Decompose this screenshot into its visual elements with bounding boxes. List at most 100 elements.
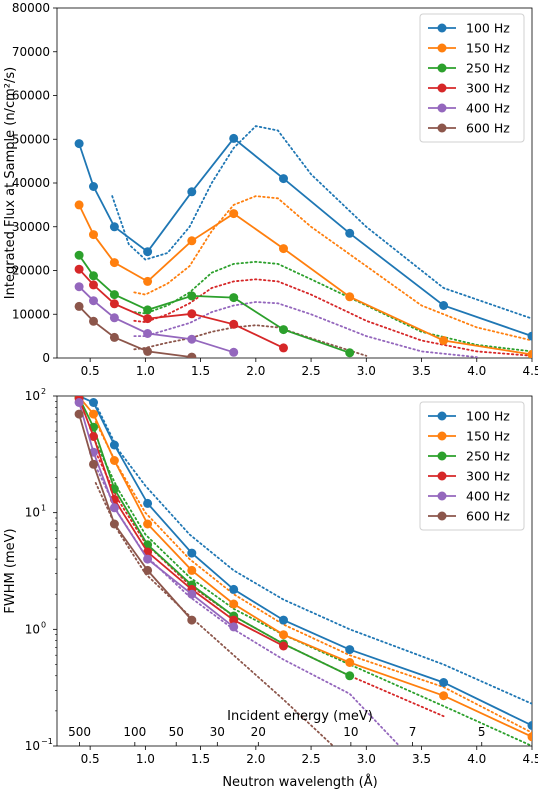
fwhm-x-tick-label: 0.5 [81,752,100,766]
flux-point-2-3 [143,305,153,315]
flux-point-1-7 [345,292,355,302]
fwhm-point-4-4 [187,589,197,599]
flux-point-5-2 [109,332,119,342]
energy-tick-label: 50 [169,725,184,739]
flux-dotted-line-2 [133,260,532,353]
flux-series-line-2 [78,254,350,354]
flux-point-5-4 [187,352,197,358]
flux-y-axis-label: Integrated Flux at Sample (n/cm²/s) [3,67,18,299]
energy-tick-label: 5 [478,725,486,739]
fwhm-point-0-1 [89,398,98,407]
flux-y-tick-label: 40000 [12,176,50,190]
energy-tick-label: 500 [68,725,91,739]
flux-point-4-5 [229,347,239,357]
flux-y-tick-label: 30000 [12,220,50,234]
fwhm-point-0-2 [109,440,119,450]
flux-point-5-3 [143,346,153,356]
flux-legend-entry: 150 Hz [466,41,510,56]
fwhm-x-tick-label: 1.0 [136,752,155,766]
flux-point-1-3 [143,276,153,286]
flux-point-1-0 [74,200,84,210]
fwhm-point-0-7 [345,645,355,655]
fwhm-point-1-7 [345,658,355,667]
energy-tick-label: 7 [409,725,417,739]
flux-point-2-0 [74,250,84,260]
fwhm-y-tick-exponent: 2 [41,387,46,396]
fwhm-point-2-7 [345,671,355,681]
fwhm-point-4-3 [143,554,153,564]
flux-x-tick-label: 1.5 [191,364,210,378]
fwhm-y-tick-label: 10 [25,739,40,753]
fwhm-point-4-5 [229,622,239,632]
flux-y-tick-label: 60000 [12,89,50,103]
fwhm-y-tick-exponent: 1 [41,504,46,513]
flux-point-4-3 [143,329,153,338]
flux-dotted-line-1 [133,195,532,342]
fwhm-series-line-0 [78,396,532,727]
flux-legend: 100 Hz 150 Hz 250 Hz 300 Hz 400 Hz 600 Hz [419,13,525,143]
flux-legend-entry: 250 Hz [466,61,510,76]
flux-series-line-0 [78,137,532,337]
fwhm-point-4-0 [74,398,84,407]
flux-x-tick-label: 3.5 [412,364,431,378]
flux-legend-swatch-marker [437,23,447,33]
flux-point-0-6 [279,174,288,184]
flux-point-1-2 [109,258,119,268]
fwhm-y-tick-label: 10 [25,506,40,520]
fwhm-x-tick-label: 1.5 [191,752,210,766]
flux-point-2-1 [89,271,98,281]
flux-solid-lines [74,133,532,358]
fwhm-y-axis-label: FWHM (meV) [3,528,18,613]
flux-point-0-1 [89,182,98,191]
flux-point-3-5 [229,319,239,329]
fwhm-legend-entry: 100 Hz [466,409,510,424]
flux-point-3-1 [89,280,98,290]
fwhm-x-tick-label: 2.5 [302,752,321,766]
flux-point-0-0 [74,139,84,149]
energy-tick-label: 20 [251,725,266,739]
flux-x-tick-label: 4.5 [522,364,538,378]
fwhm-dotted-line-1 [94,420,532,734]
fwhm-x-tick-label: 3.0 [357,752,376,766]
fwhm-point-5-0 [74,409,84,419]
fwhm-legend-swatch-marker [437,511,447,521]
flux-legend-swatch-marker [437,103,447,113]
fwhm-point-5-2 [109,519,119,529]
fwhm-legend-swatch-marker [437,451,447,461]
flux-point-0-3 [143,247,153,257]
flux-x-tick-label: 0.5 [81,364,100,378]
flux-x-tick-label: 2.0 [246,364,265,378]
fwhm-point-1-8 [439,691,449,701]
flux-point-4-0 [74,282,84,292]
fwhm-point-0-5 [229,584,239,594]
flux-legend-swatch-marker [437,83,447,93]
fwhm-point-0-3 [143,498,153,508]
flux-y-ticks: 0 10000 20000 30000 40000 50000 60000 70000 8000… [12,1,57,365]
fwhm-legend-entry: 400 Hz [466,489,510,504]
fwhm-point-4-2 [109,503,119,513]
flux-legend-entry: 400 Hz [466,101,510,116]
flux-point-2-6 [279,325,288,335]
energy-secondary-axis: 500 100 50 30 20 10 7 5 [68,725,486,746]
flux-x-tick-label: 4.0 [467,364,486,378]
flux-point-0-8 [439,301,449,310]
fwhm-point-5-3 [143,565,153,575]
flux-point-0-7 [345,228,355,238]
flux-x-tick-label: 2.5 [302,364,321,378]
fwhm-point-0-9 [527,721,532,730]
flux-point-0-2 [109,222,119,232]
fwhm-legend: 100 Hz 150 Hz 250 Hz 300 Hz 400 Hz 600 Hz [419,401,525,531]
flux-point-3-0 [74,264,84,274]
fwhm-point-1-6 [279,630,288,640]
flux-point-2-4 [187,291,197,301]
flux-x-tick-label: 1.0 [136,364,155,378]
flux-point-1-5 [229,209,239,219]
flux-y-tick-label: 20000 [12,264,50,278]
fwhm-x-tick-label: 4.5 [522,752,538,766]
flux-panel: 0.5 1.0 1.5 2.0 2.5 3.0 3.5 4.0 4.5 0 10000 20000 3… [3,1,538,378]
flux-point-1-8 [439,336,449,345]
flux-point-1-4 [187,236,197,246]
flux-legend-swatch-marker [437,43,447,53]
fwhm-legend-swatch-marker [437,471,447,481]
